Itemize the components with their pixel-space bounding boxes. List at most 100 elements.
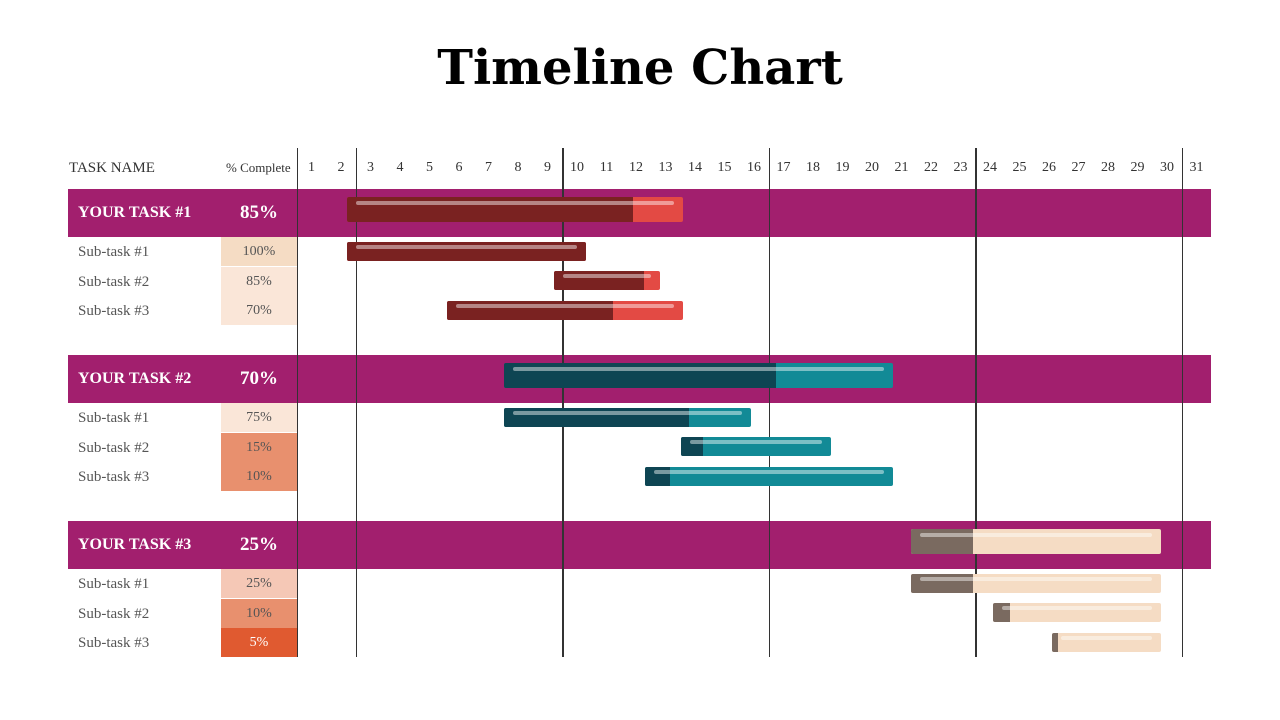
week-line xyxy=(562,148,564,657)
bar-progress xyxy=(503,407,690,427)
bar-progress xyxy=(553,271,644,290)
subtask-bar xyxy=(447,300,684,320)
day-label: 18 xyxy=(806,160,820,175)
subtask-name: Sub-task #2 xyxy=(78,273,150,290)
subtask-bar xyxy=(347,241,587,261)
task-bar xyxy=(347,197,684,222)
day-label: 15 xyxy=(717,160,732,175)
subtask-percent: 70% xyxy=(221,296,297,325)
day-label: 11 xyxy=(599,160,614,175)
subtask-bar xyxy=(645,466,893,486)
bar-progress xyxy=(1052,632,1058,652)
day-label: 13 xyxy=(658,160,673,175)
day-label: 12 xyxy=(629,160,643,175)
bar-highlight xyxy=(456,303,675,308)
bar-progress xyxy=(503,363,777,388)
day-label: 8 xyxy=(514,160,522,175)
subtask-name: Sub-task #1 xyxy=(78,244,150,260)
bar-progress xyxy=(993,603,1010,622)
day-label: 17 xyxy=(776,160,791,175)
bar-progress xyxy=(347,241,587,261)
day-label: 22 xyxy=(924,160,938,175)
day-label: 24 xyxy=(983,160,997,175)
subtask-bar xyxy=(910,573,1162,593)
bar-progress xyxy=(447,300,613,320)
bar-progress xyxy=(910,573,974,593)
subtask-name: Sub-task #3 xyxy=(78,469,150,485)
day-label: 26 xyxy=(1042,160,1056,175)
day-label: 5 xyxy=(426,160,433,175)
day-label: 25 xyxy=(1012,160,1027,175)
day-label: 19 xyxy=(835,160,850,175)
day-label: 21 xyxy=(894,160,909,175)
bar-highlight xyxy=(919,533,1153,537)
day-label: 27 xyxy=(1071,160,1086,175)
day-label: 10 xyxy=(570,160,584,175)
subtask-bar xyxy=(1052,632,1162,652)
task-name: YOUR TASK #1 xyxy=(78,204,192,221)
bar-progress xyxy=(910,529,974,554)
day-label: 4 xyxy=(396,160,404,175)
subtask-percent: 15% xyxy=(221,432,297,462)
task-name-header: TASK NAME xyxy=(69,160,155,176)
day-label: 28 xyxy=(1101,160,1115,175)
task-percent: 70% xyxy=(240,368,278,389)
bar-highlight xyxy=(1002,606,1153,610)
bar-highlight xyxy=(512,410,743,415)
percent-complete-header: % Complete xyxy=(226,160,291,175)
bar-highlight xyxy=(512,367,884,371)
subtask-name: Sub-task #1 xyxy=(78,576,150,592)
day-label: 31 xyxy=(1189,160,1204,175)
day-label: 7 xyxy=(485,160,492,175)
day-label: 30 xyxy=(1160,160,1174,175)
subtask-percent: 85% xyxy=(221,266,297,296)
subtask-percent: 5% xyxy=(221,628,297,657)
bar-highlight xyxy=(562,274,651,278)
task-percent: 85% xyxy=(240,202,278,223)
bar-highlight xyxy=(689,440,822,444)
subtask-name: Sub-task #3 xyxy=(78,303,150,319)
subtask-name: Sub-task #1 xyxy=(78,410,150,426)
subtask-bar xyxy=(993,603,1162,622)
day-label: 23 xyxy=(953,160,968,175)
subtask-percent: 75% xyxy=(221,403,297,432)
task-name: YOUR TASK #3 xyxy=(78,536,192,553)
bar-progress xyxy=(347,197,633,222)
day-label: 20 xyxy=(865,160,879,175)
task-bar xyxy=(503,363,893,388)
bar-highlight xyxy=(356,201,675,205)
subtask-bar xyxy=(553,271,660,290)
week-line xyxy=(1181,148,1183,657)
subtask-percent: 100% xyxy=(221,237,297,266)
subtask-percent: 10% xyxy=(221,462,297,491)
week-line xyxy=(768,148,770,657)
subtask-name: Sub-task #2 xyxy=(78,439,150,456)
week-line xyxy=(975,148,977,657)
subtask-percent: 25% xyxy=(221,569,297,598)
day-label: 2 xyxy=(337,160,345,175)
day-label: 29 xyxy=(1130,160,1145,175)
day-label: 16 xyxy=(747,160,761,175)
bar-highlight xyxy=(1061,635,1153,640)
subtask-bar xyxy=(503,407,752,427)
day-label: 1 xyxy=(308,160,315,175)
chart-title: Timeline Chart xyxy=(437,40,843,96)
grid-line xyxy=(296,148,298,657)
subtask-name: Sub-task #3 xyxy=(78,635,150,651)
day-label: 3 xyxy=(367,160,374,175)
bar-highlight xyxy=(654,469,884,474)
bar-progress xyxy=(645,466,670,486)
bar-progress xyxy=(680,437,704,456)
day-label: 14 xyxy=(688,160,702,175)
week-line xyxy=(355,148,357,657)
bar-highlight xyxy=(356,244,578,249)
day-label: 9 xyxy=(544,160,551,175)
day-label: 6 xyxy=(455,160,463,175)
task-bar xyxy=(910,529,1162,554)
bar-highlight xyxy=(919,576,1153,581)
task-percent: 25% xyxy=(240,534,278,555)
task-name: YOUR TASK #2 xyxy=(78,370,192,387)
subtask-percent: 10% xyxy=(221,598,297,628)
subtask-bar xyxy=(680,437,831,456)
